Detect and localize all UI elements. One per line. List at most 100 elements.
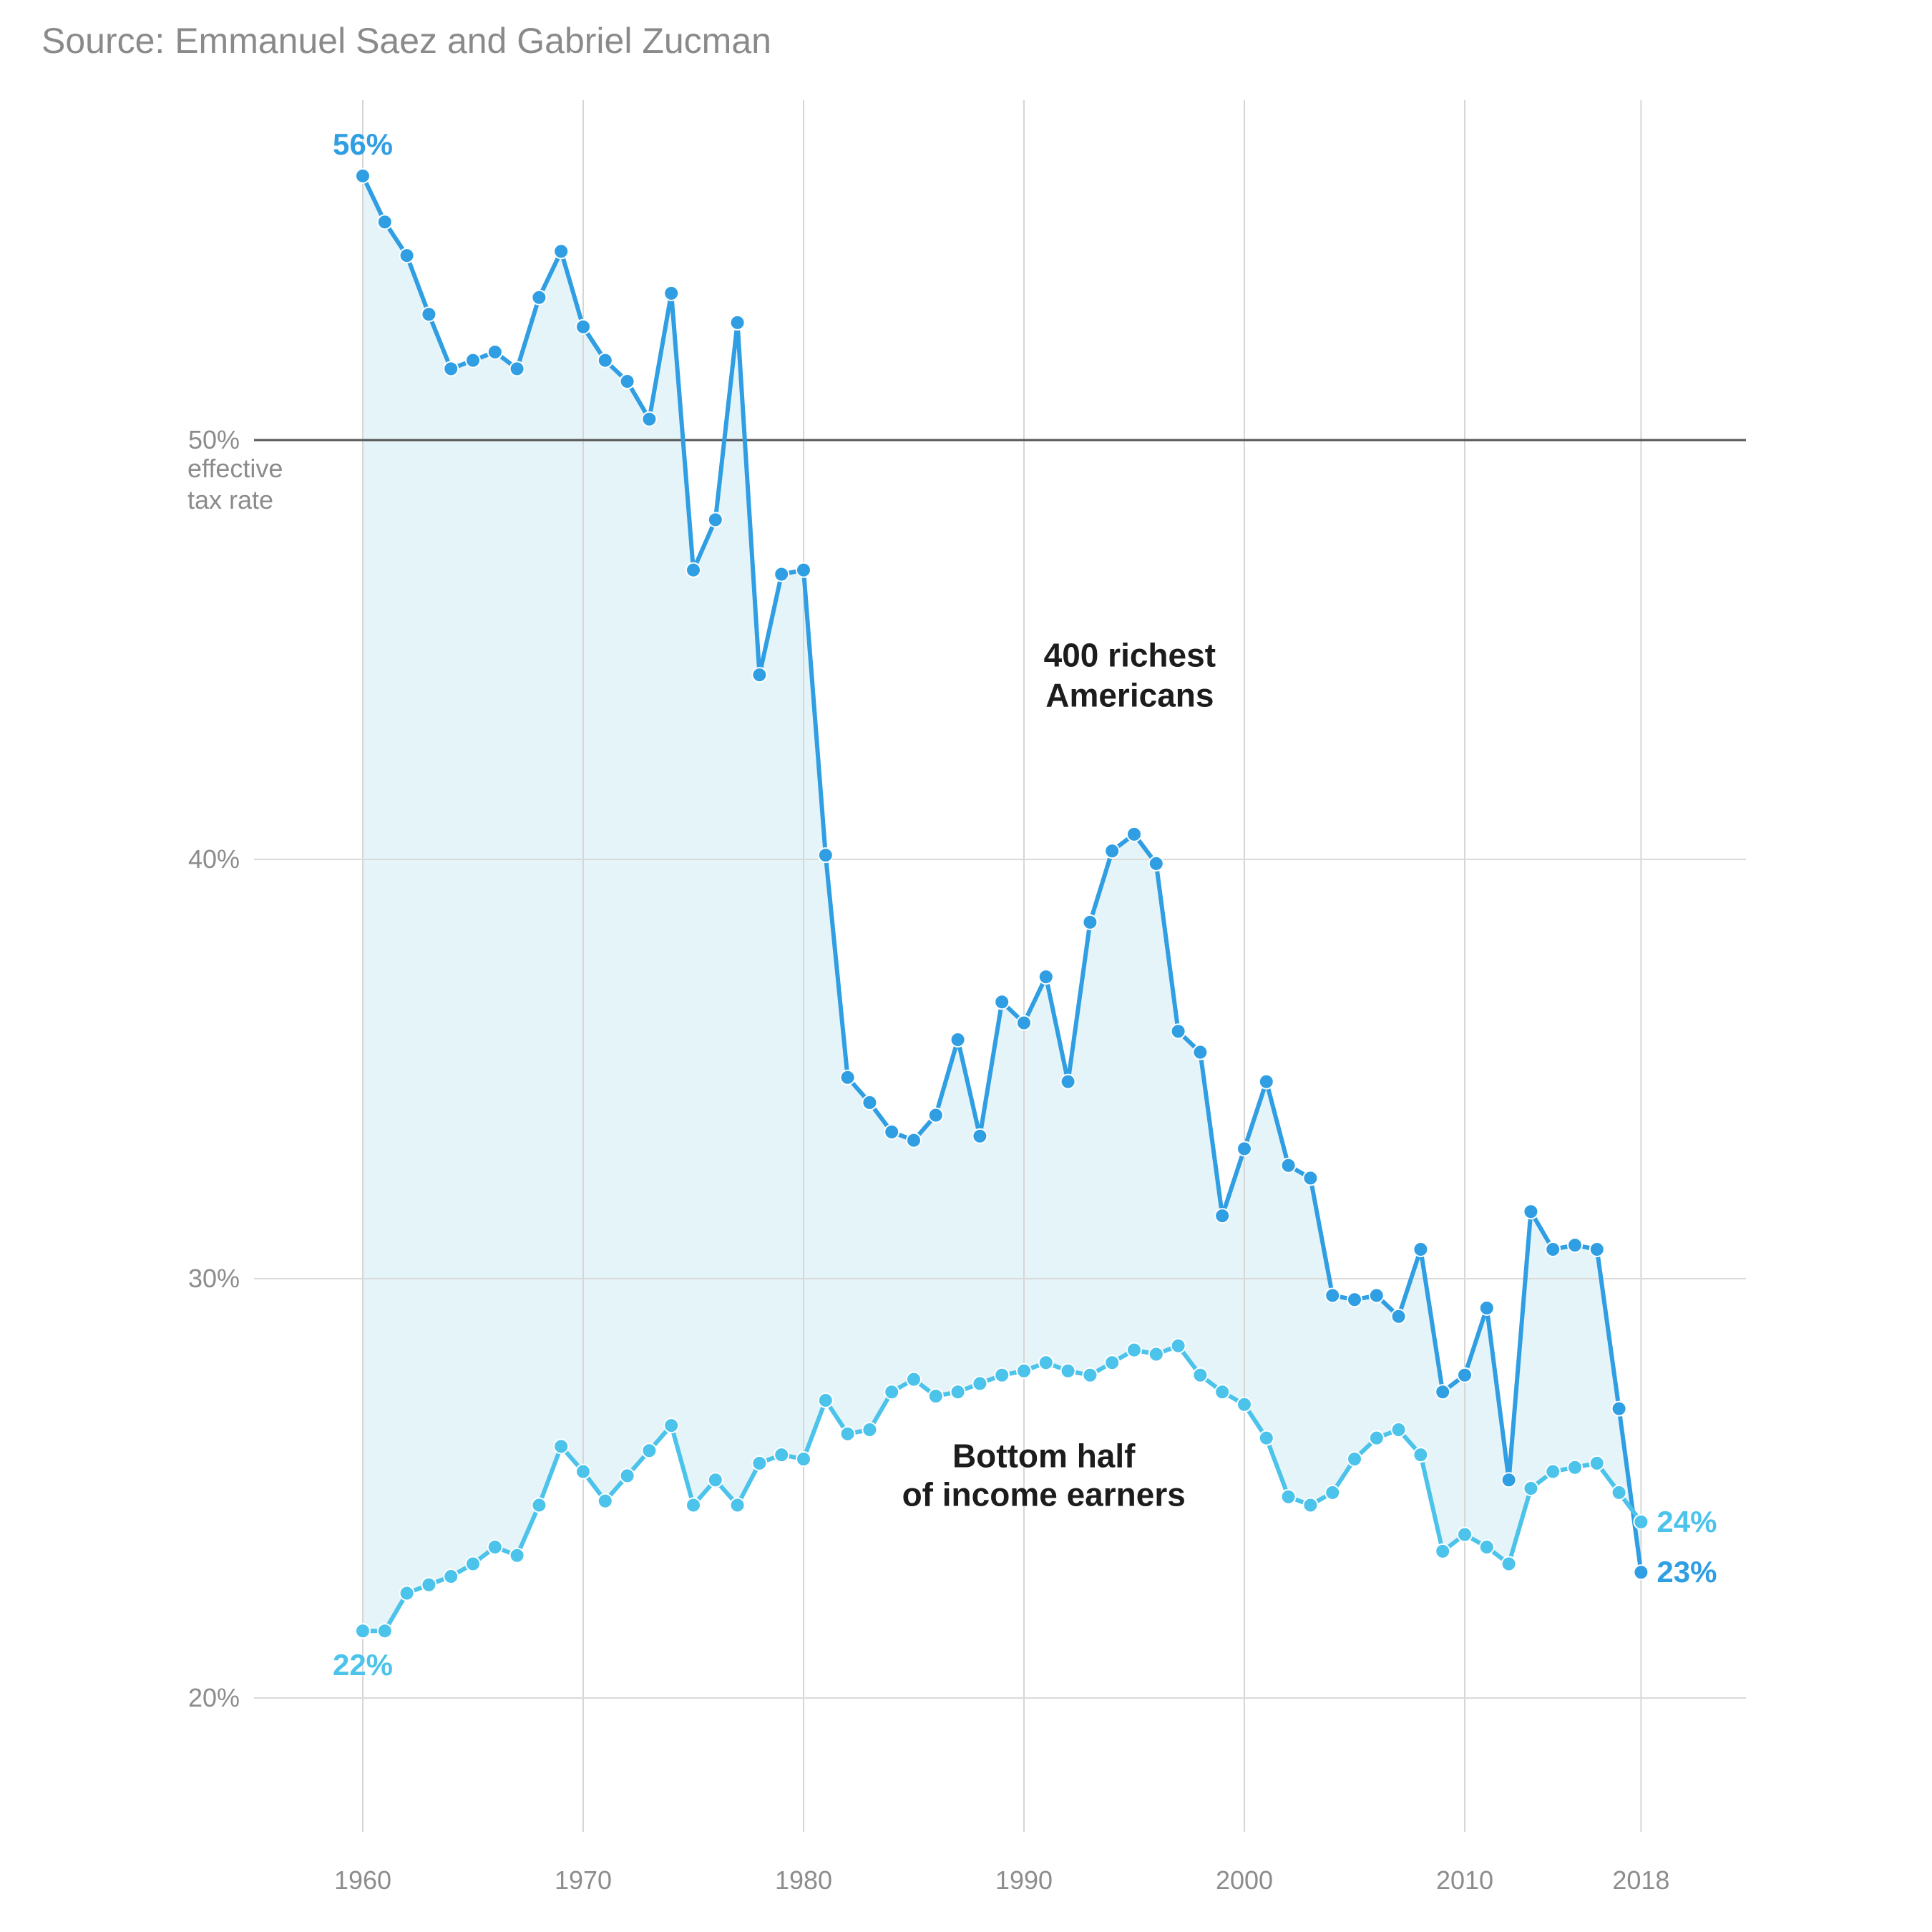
richest-400-point bbox=[1523, 1204, 1539, 1220]
bottom-half-point bbox=[796, 1450, 811, 1467]
reference-line-note: effective bbox=[187, 454, 283, 483]
bottom-half-point bbox=[443, 1568, 459, 1585]
richest-400-point bbox=[1324, 1287, 1341, 1304]
richest-400-point bbox=[1236, 1141, 1252, 1157]
richest-400-point bbox=[751, 667, 768, 683]
x-tick-label: 2018 bbox=[1612, 1865, 1669, 1895]
richest-400-point bbox=[641, 411, 658, 427]
richest-400-point bbox=[1170, 1023, 1186, 1040]
bottom-half-point bbox=[1347, 1450, 1362, 1467]
y-tick-label: 40% bbox=[188, 844, 240, 874]
bottom-half-point bbox=[1478, 1539, 1495, 1556]
richest-400-point bbox=[1390, 1308, 1407, 1324]
richest-400-end-label: 23% bbox=[1657, 1555, 1717, 1589]
chart-labels: 1960 1970 1980 1990 2000 2010 2018 20% 30% 40% 50%… bbox=[187, 127, 1717, 1895]
richest-400-point bbox=[1302, 1170, 1319, 1186]
bottom-half-point bbox=[531, 1497, 547, 1513]
bottom-half-point bbox=[906, 1371, 922, 1387]
x-tick-label: 2010 bbox=[1436, 1865, 1493, 1895]
richest-400-point bbox=[487, 343, 503, 360]
bottom-half-point bbox=[1170, 1337, 1186, 1354]
bottom-half-point bbox=[399, 1585, 415, 1601]
bottom-half-point bbox=[994, 1367, 1010, 1383]
bottom-half-point bbox=[774, 1447, 790, 1463]
bottom-half-point bbox=[1280, 1488, 1297, 1505]
richest-400-point bbox=[729, 314, 746, 331]
bottom-half-point bbox=[1633, 1513, 1649, 1530]
bottom-half-point bbox=[597, 1493, 613, 1509]
y-tick-label: 30% bbox=[188, 1264, 240, 1293]
richest-400-point bbox=[1457, 1367, 1473, 1383]
richest-400-point bbox=[796, 562, 811, 578]
richest-400-point bbox=[817, 847, 834, 864]
bottom-half-point bbox=[619, 1468, 635, 1484]
bottom-half-end-label: 24% bbox=[1657, 1505, 1717, 1538]
richest-400-point bbox=[399, 248, 415, 264]
bottom-half-point bbox=[972, 1375, 988, 1392]
richest-400-series-label: Americans bbox=[1045, 676, 1214, 713]
x-tick-label: 1960 bbox=[334, 1865, 391, 1895]
bottom-half-point bbox=[817, 1392, 834, 1408]
bottom-half-point bbox=[509, 1547, 525, 1563]
bottom-half-point bbox=[1501, 1556, 1517, 1572]
bottom-half-point bbox=[376, 1623, 393, 1639]
richest-400-point bbox=[884, 1123, 900, 1140]
bottom-half-point bbox=[1016, 1362, 1032, 1379]
richest-400-point bbox=[575, 318, 591, 335]
gap-fill-area bbox=[363, 175, 1641, 1631]
horizontal-gridlines bbox=[254, 859, 1746, 1699]
bottom-half-point bbox=[884, 1384, 900, 1400]
richest-400-point bbox=[376, 214, 393, 230]
richest-400-point bbox=[1478, 1300, 1495, 1317]
richest-400-point bbox=[531, 289, 547, 306]
richest-400-point bbox=[597, 352, 613, 369]
richest-400-point bbox=[1611, 1400, 1627, 1417]
richest-400-point bbox=[1501, 1472, 1517, 1488]
bottom-half-point bbox=[1192, 1367, 1209, 1383]
bottom-half-point bbox=[707, 1472, 723, 1488]
bottom-half-point bbox=[1324, 1484, 1341, 1501]
bottom-half-point bbox=[1545, 1463, 1561, 1480]
bottom-half-point bbox=[641, 1443, 658, 1459]
richest-400-point bbox=[950, 1031, 966, 1048]
series-points bbox=[355, 167, 1649, 1639]
x-tick-label: 1980 bbox=[775, 1865, 832, 1895]
richest-400-point bbox=[1214, 1208, 1231, 1224]
x-tick-label: 1970 bbox=[555, 1865, 612, 1895]
fill-between-series bbox=[363, 175, 1641, 1631]
richest-400-point bbox=[465, 352, 481, 369]
richest-400-point bbox=[619, 373, 635, 389]
bottom-half-point bbox=[1567, 1459, 1583, 1475]
y-tick-label: 50% bbox=[188, 425, 240, 454]
bottom-half-point bbox=[553, 1438, 570, 1455]
vertical-gridlines bbox=[362, 100, 1642, 1832]
richest-400-point bbox=[1082, 914, 1098, 930]
richest-400-point bbox=[1104, 843, 1121, 859]
richest-400-point bbox=[1148, 855, 1164, 872]
bottom-half-point bbox=[487, 1539, 503, 1556]
richest-400-point bbox=[443, 361, 459, 377]
bottom-half-point bbox=[575, 1463, 591, 1480]
richest-400-point bbox=[972, 1128, 988, 1144]
bottom-half-point bbox=[1126, 1342, 1142, 1358]
richest-400-point bbox=[1126, 826, 1142, 842]
bottom-half-point bbox=[1611, 1484, 1627, 1501]
bottom-half-point bbox=[1368, 1430, 1385, 1446]
reference-line-note: tax rate bbox=[187, 485, 273, 514]
bottom-half-point bbox=[1390, 1421, 1407, 1438]
bottom-half-point bbox=[927, 1388, 944, 1405]
source-note: Source: Emmanuel Saez and Gabriel Zucman bbox=[42, 21, 771, 61]
bottom-half-point bbox=[1258, 1430, 1274, 1446]
richest-400-point bbox=[862, 1094, 878, 1111]
bottom-half-point bbox=[839, 1425, 856, 1442]
bottom-half-point bbox=[1038, 1355, 1054, 1371]
x-tick-label: 2000 bbox=[1216, 1865, 1273, 1895]
richest-400-point bbox=[774, 566, 790, 582]
bottom-half-point bbox=[686, 1497, 701, 1513]
bottom-half-point bbox=[950, 1384, 966, 1400]
bottom-half-series-label: of income earners bbox=[902, 1476, 1186, 1513]
richest-400-point bbox=[994, 994, 1010, 1010]
bottom-half-series-label: Bottom half bbox=[952, 1438, 1136, 1475]
y-tick-label: 20% bbox=[188, 1683, 240, 1712]
richest-400-point bbox=[1192, 1044, 1209, 1060]
